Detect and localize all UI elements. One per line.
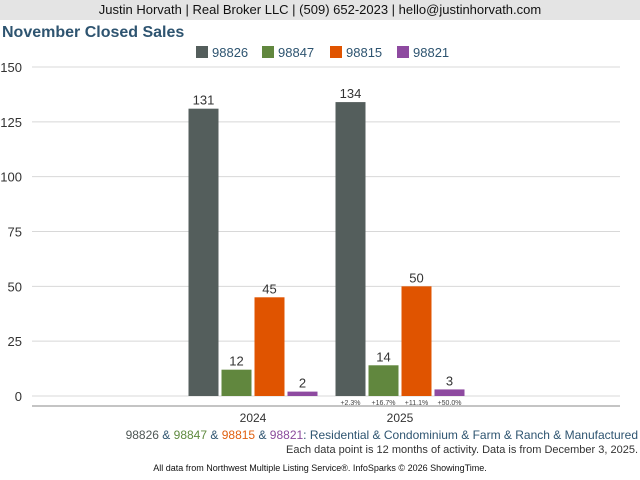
data-label: 3	[446, 373, 453, 388]
data-label: 2	[299, 376, 306, 391]
y-tick-label: 50	[8, 279, 22, 294]
bar	[335, 102, 366, 397]
footer-sep: &	[210, 428, 219, 442]
data-label: 12	[229, 354, 243, 369]
bar	[287, 391, 318, 396]
legend-swatch	[196, 46, 208, 58]
x-tick-label: 2025	[387, 411, 414, 425]
legend-swatch	[262, 46, 274, 58]
change-label: +2.3%	[340, 400, 360, 407]
y-tick-label: 150	[0, 60, 22, 75]
change-label: +11.1%	[405, 400, 428, 407]
footer-zip-98815: 98815	[221, 428, 256, 442]
bar	[188, 108, 219, 396]
bar-chart: 0 25 50 75 100 125 150 98826 98847 98815 98821 131 1…	[0, 45, 620, 425]
legend-label: 98815	[346, 45, 382, 60]
legend-label: 98826	[212, 45, 248, 60]
contact-header: Justin Horvath | Real Broker LLC | (509)…	[0, 0, 640, 20]
bar	[254, 297, 285, 396]
footer-zip-98847: 98847	[173, 428, 208, 442]
data-label: 134	[340, 86, 362, 101]
bar	[401, 286, 432, 396]
legend-swatch	[330, 46, 342, 58]
footer-zip-98821: 98821	[269, 428, 304, 442]
legend-label: 98847	[278, 45, 314, 60]
legend-swatch	[397, 46, 409, 58]
footer-property-types: : Residential & Condominium & Farm & Ran…	[303, 428, 638, 442]
chart-title: November Closed Sales	[2, 24, 185, 41]
y-tick-label: 25	[8, 334, 22, 349]
data-note: Each data point is 12 months of activity…	[286, 444, 638, 456]
change-label: +16.7%	[372, 400, 396, 407]
series-description: 98826 & 98847 & 98815 & 98821: Residenti…	[0, 428, 638, 442]
footer-zip-98826: 98826	[125, 428, 159, 442]
footer-sep: &	[258, 428, 267, 442]
data-label: 50	[409, 270, 423, 285]
y-tick-label: 75	[8, 225, 22, 240]
data-label: 45	[262, 281, 276, 296]
footer-sep: &	[162, 428, 171, 442]
x-tick-label: 2024	[240, 411, 267, 425]
y-tick-label: 0	[15, 389, 22, 404]
y-tick-label: 125	[0, 115, 22, 130]
change-label: +50.0%	[438, 400, 462, 407]
bar	[434, 389, 465, 396]
data-source: All data from Northwest Multiple Listing…	[153, 463, 487, 473]
legend-label: 98821	[413, 45, 449, 60]
data-label: 14	[376, 349, 390, 364]
bar	[368, 365, 399, 396]
data-label: 131	[193, 93, 215, 108]
y-tick-label: 100	[0, 170, 22, 185]
bar	[221, 369, 252, 396]
